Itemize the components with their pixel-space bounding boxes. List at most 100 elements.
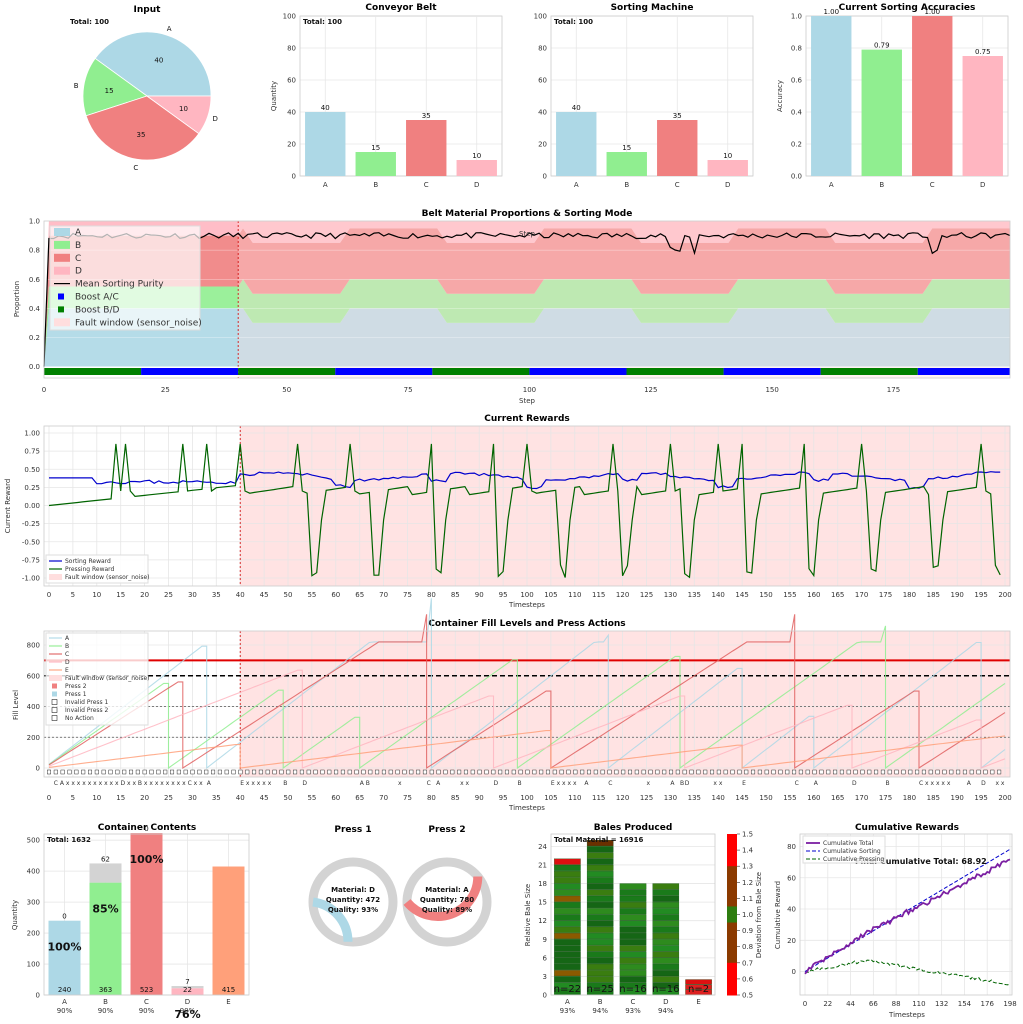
x-tick-label: B [103, 998, 108, 1006]
legend-box [49, 225, 201, 331]
action-marker [566, 769, 571, 775]
colorbar-tick-label: 0.5 [742, 992, 753, 1000]
x-tick-label: 145 [735, 591, 748, 599]
action-marker [812, 769, 817, 775]
colorbar-cell [727, 834, 737, 839]
y-tick-label: 20 [787, 937, 796, 945]
bale-segment-B [586, 951, 614, 958]
action-marker [286, 769, 291, 775]
y-tick-label: 40 [787, 906, 796, 914]
y-tick-label: 1.00 [24, 430, 40, 438]
action-label: A [207, 780, 212, 787]
action-marker [190, 769, 195, 775]
slice-value-label: 35 [137, 131, 146, 139]
bale-segment-C [619, 957, 647, 964]
bale-segment-C [619, 951, 647, 958]
action-marker [491, 769, 496, 775]
x-tick-label: A [565, 998, 570, 1006]
total-label: Total: 1632 [47, 836, 91, 844]
bar-value-label: 15 [622, 144, 631, 152]
bar-value-label: 415 [222, 986, 235, 994]
action-marker [108, 769, 113, 775]
colorbar-cell [727, 838, 737, 843]
action-marker [675, 769, 680, 775]
bale-segment-C [619, 883, 647, 890]
bale-segment-B [586, 858, 614, 865]
action-marker [928, 769, 933, 775]
x-tick-label: 25 [164, 591, 173, 599]
bale-segment-A [554, 976, 581, 983]
y-tick-label: 200 [27, 930, 40, 938]
x-tick-label: 155 [783, 794, 796, 802]
plot-frame [43, 425, 1011, 587]
bale-segment-C [619, 970, 647, 977]
bale-segment-C [619, 901, 647, 909]
colorbar-cell [727, 886, 737, 891]
bar-A [811, 16, 852, 176]
y-tick-label: 60 [287, 77, 296, 85]
x-tick-label: 110 [568, 794, 581, 802]
bale-segment-E [685, 989, 712, 995]
pie-slice-C [85, 95, 200, 161]
y-tick-label: 18 [538, 880, 547, 888]
action-marker [607, 769, 612, 775]
colorbar-tick-label: 1.5 [742, 831, 753, 839]
panel-input: Input Total: 100 40 A 15 B 35 C 10 D [70, 5, 218, 172]
fill-level-line-E [48, 730, 1006, 769]
bale-segment-B [586, 852, 614, 859]
purity-percent-label: 100% [130, 853, 164, 866]
x-tick-label: D [663, 998, 668, 1006]
action-marker [368, 769, 373, 775]
x-tick-label: 60 [331, 591, 340, 599]
action-label: x [647, 780, 651, 787]
y-tick-label: 0.8 [791, 45, 802, 53]
bale-segment-C [619, 939, 647, 946]
legend-entry: Invalid Press 2 [65, 707, 109, 714]
x-tick-label: A [574, 181, 579, 189]
y-tick-label: 0 [36, 765, 40, 773]
bale-segment-D [652, 889, 680, 896]
action-label: D [302, 780, 307, 787]
bale-segment-B [586, 895, 614, 902]
colorbar-cell [727, 894, 737, 899]
bar-value-label: 15 [371, 144, 380, 152]
x-sub-label: 93% [625, 1007, 641, 1015]
pie-slice-D [145, 95, 212, 135]
sorting-mode-segment [141, 368, 239, 375]
colorbar-cell [727, 922, 737, 928]
press-title: Press 2 [428, 825, 465, 835]
x-tick-label: 135 [688, 591, 701, 599]
action-marker [327, 769, 332, 775]
x-tick-label: 175 [887, 386, 900, 394]
colorbar-cell [727, 882, 737, 887]
impurity-value-label: 0 [62, 913, 66, 921]
action-marker [381, 769, 386, 775]
bale-segment-B [586, 883, 614, 890]
y-tick-label: 0.6 [791, 77, 803, 85]
x-tick-label: 88 [892, 1000, 901, 1008]
action-marker [559, 769, 564, 775]
action-marker [272, 769, 277, 775]
action-label: C [608, 780, 612, 787]
bar-D [171, 988, 204, 995]
x-tick-label: 154 [958, 1000, 972, 1008]
y-tick-label: 0 [36, 992, 40, 1000]
action-marker [710, 769, 715, 775]
legend-entry: Press 1 [65, 691, 87, 698]
action-marker [429, 769, 434, 775]
gauge-fill [312, 897, 353, 942]
y-axis-label: Relative Bale Size [524, 884, 532, 946]
bar-value-label: 10 [472, 152, 481, 160]
bale-segment-A [554, 877, 581, 884]
bale-segment-C [619, 895, 647, 902]
x-tick-label: 135 [688, 794, 701, 802]
legend-entry: A [65, 635, 70, 642]
x-tick-label: D [980, 181, 985, 189]
action-marker [340, 769, 345, 775]
action-marker [648, 769, 653, 775]
colorbar-cell [727, 910, 737, 915]
fault-window [238, 221, 1011, 378]
legend-swatch [49, 574, 62, 580]
